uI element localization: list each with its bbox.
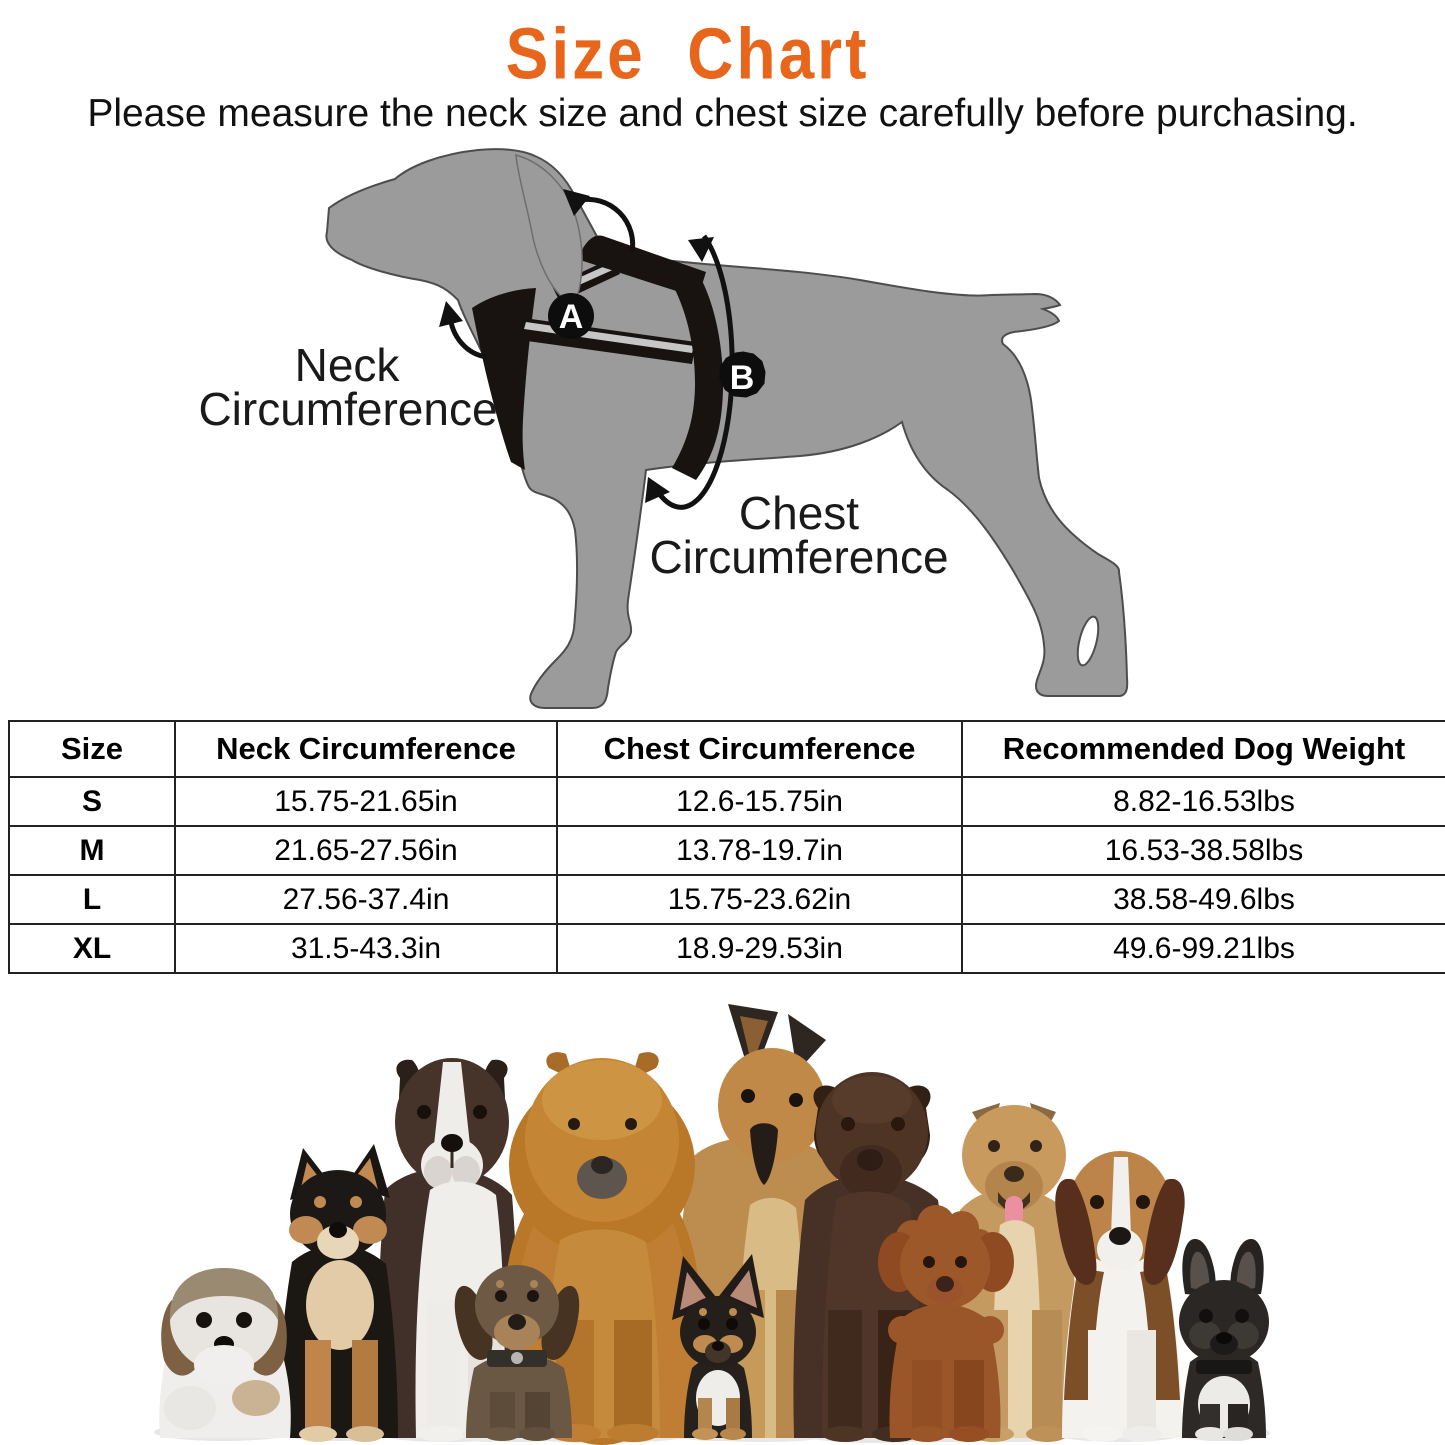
svg-text:B: B — [730, 359, 755, 397]
svg-text:Chest: Chest — [739, 487, 859, 539]
svg-text:Neck: Neck — [295, 339, 401, 391]
svg-text:Circumference: Circumference — [198, 383, 497, 435]
svg-text:Circumference: Circumference — [649, 531, 948, 583]
svg-text:A: A — [559, 298, 584, 336]
